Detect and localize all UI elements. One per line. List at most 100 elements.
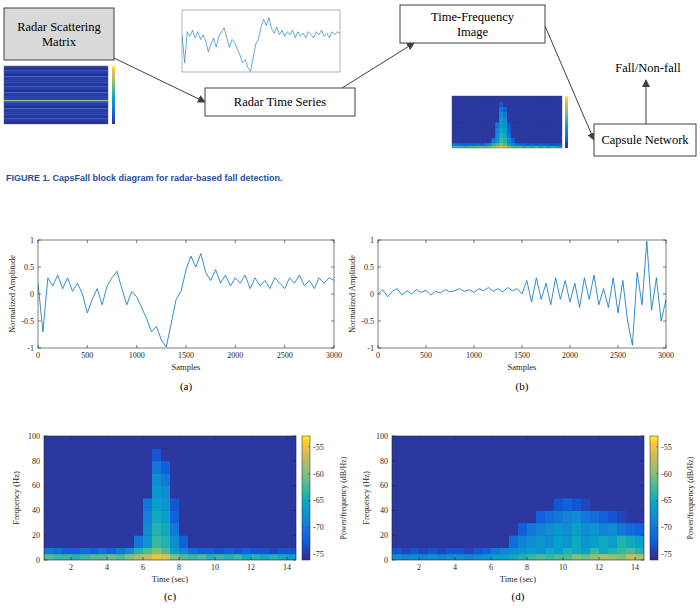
spectrogram-cell: [44, 436, 53, 449]
spectrogram-cell: [428, 448, 437, 461]
spectrogram-cell: [446, 436, 455, 449]
spectrogram-cell: [495, 106, 499, 112]
x-tick: [635, 557, 636, 560]
spectrogram-cell: [455, 548, 464, 555]
x-axis-title: Samples: [508, 362, 537, 372]
spectrogram-cell: [410, 448, 419, 461]
spectrogram-cell: [71, 486, 80, 499]
spectrogram-cell: [44, 548, 53, 555]
x-tick: [136, 240, 137, 243]
spectrogram-cell: [233, 448, 242, 461]
spectrogram-cell: [206, 461, 215, 474]
spectrogram-cell: [503, 122, 507, 128]
spectrogram-cell: [491, 138, 495, 144]
spectrogram-cell: [531, 96, 535, 102]
spectrogram-cell: [491, 436, 500, 449]
spectrogram-cell: [635, 436, 644, 449]
spectrogram-cell: [500, 498, 509, 511]
y-axis-title: Frequency (Hz): [361, 471, 371, 525]
spectrogram-cell: [531, 122, 535, 128]
spectrogram-cell: [464, 554, 473, 560]
matrix-stripe: [4, 110, 108, 111]
x-tick: [71, 557, 72, 560]
spectrogram-cell: [143, 548, 152, 555]
spectrogram-cell: [143, 523, 152, 536]
spectrogram-cell: [188, 436, 197, 449]
spectrogram-cell: [107, 510, 116, 523]
y-tick: [44, 460, 47, 461]
spectrogram-cell: [563, 523, 572, 536]
spectrogram-cell: [455, 436, 464, 449]
spectrogram-cell: [542, 106, 546, 112]
axes-frame: [378, 240, 666, 348]
x-tick: [186, 345, 187, 348]
spectrogram-cell: [626, 554, 635, 560]
spectrogram-cell: [509, 554, 518, 560]
spectrogram-cell: [495, 117, 499, 123]
spectrogram-cell: [143, 535, 152, 548]
spectrogram-cell: [71, 554, 80, 560]
spectrogram-cell: [116, 473, 125, 486]
spectrogram-cell: [455, 535, 464, 548]
spectrogram-cell: [468, 132, 472, 138]
spectrogram-cell: [455, 510, 464, 523]
spectrogram-cell: [179, 486, 188, 499]
spectrogram-cell: [161, 448, 170, 461]
spectrogram-cell: [546, 106, 550, 112]
spectrogram-cell: [98, 548, 107, 555]
spectrogram-cell: [206, 510, 215, 523]
spectrogram-cell: [269, 486, 278, 499]
spectrogram-cell: [531, 138, 535, 144]
spectrogram-cell: [233, 498, 242, 511]
spectrogram-cell: [523, 117, 527, 123]
spectrogram-cell: [617, 461, 626, 474]
spectrogram-cell: [476, 96, 480, 102]
x-tick: [284, 345, 285, 348]
spectrogram-cell: [446, 554, 455, 560]
x-tick-label: 0: [36, 351, 40, 360]
spectrogram-cell: [476, 106, 480, 112]
spectrogram-cell: [206, 498, 215, 511]
x-tick: [378, 240, 379, 243]
spectrogram-cell: [62, 535, 71, 548]
spectrogram-cell: [456, 132, 460, 138]
spectrogram-cell: [464, 106, 468, 112]
spectrogram-cell: [518, 486, 527, 499]
spectrogram-cell: [473, 554, 482, 560]
spectrogram-cell: [188, 486, 197, 499]
spectrogram-cell: [446, 473, 455, 486]
spectrogram-cell: [401, 436, 410, 449]
colorbar-tick: [656, 473, 658, 474]
x-tick: [107, 436, 108, 439]
spectrogram-cell: [125, 535, 134, 548]
x-tick: [527, 557, 528, 560]
y-tick-label: -0.5: [21, 317, 34, 326]
spectrogram-cell: [468, 143, 472, 146]
spectrogram-cell: [188, 448, 197, 461]
spectrogram-cell: [468, 117, 472, 123]
spectrogram-cell: [89, 461, 98, 474]
spectrogram-cell: [487, 101, 491, 107]
spectrogram-cell: [224, 554, 233, 560]
x-tick: [570, 240, 571, 243]
y-tick-label: 0.5: [24, 263, 34, 272]
spectrogram-cell: [518, 448, 527, 461]
spectrogram-cell: [545, 498, 554, 511]
line-panel: 050010001500200025003000-1-0.500.51Sampl…: [347, 236, 674, 393]
x-tick: [378, 345, 379, 348]
spectrogram-cell: [495, 112, 499, 118]
spectrogram-cell: [98, 473, 107, 486]
spectrogram-cell: [197, 554, 206, 560]
spectrogram-cell: [392, 554, 401, 560]
spectrogram-cell: [599, 448, 608, 461]
data-layer: [452, 96, 562, 148]
spectrogram-cell: [179, 448, 188, 461]
spectrogram-cell: [535, 101, 539, 107]
node-label: Capsule Network: [601, 133, 689, 147]
spectrogram-cell: [473, 473, 482, 486]
spectrogram-cell: [134, 461, 143, 474]
spectrogram-cell: [80, 486, 89, 499]
spectrogram-cell: [515, 127, 519, 133]
text-line: Time-Frequency: [431, 10, 515, 24]
spectrogram-cell: [536, 461, 545, 474]
